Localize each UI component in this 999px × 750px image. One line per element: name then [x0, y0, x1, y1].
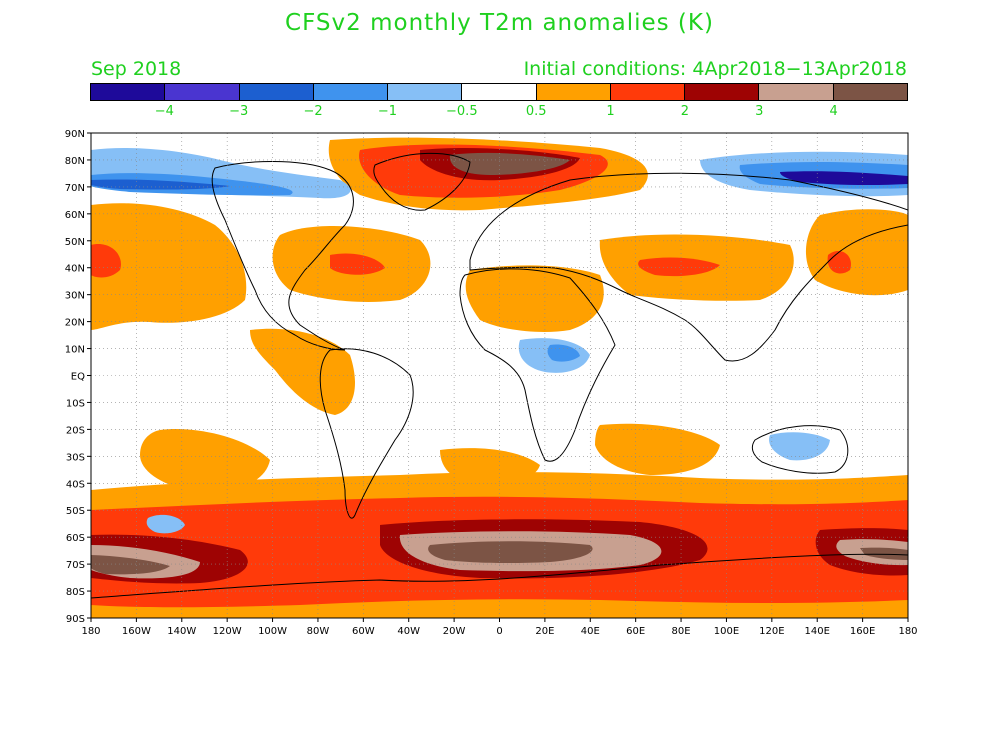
anomaly-region-npacific-red — [91, 244, 121, 278]
color-scale-label: −0.5 — [446, 104, 478, 119]
color-scale-segment — [462, 84, 537, 100]
coast-eurasia — [469, 172, 908, 362]
coast-africa — [459, 268, 616, 462]
color-scale-label: 1 — [606, 104, 615, 119]
lon-label: 100E — [714, 626, 739, 637]
forecast-period: Sep 2018 — [91, 58, 182, 80]
lon-label: 100W — [258, 626, 287, 637]
lat-label: 20N — [65, 318, 85, 329]
lon-label: 180 — [81, 626, 100, 637]
lat-label: 70N — [65, 183, 85, 194]
color-scale-segment — [239, 84, 314, 100]
lat-label: 40N — [65, 264, 85, 275]
lat-label: 60N — [65, 210, 85, 221]
lon-label: 20W — [443, 626, 466, 637]
color-scale-segment — [759, 84, 834, 100]
color-scale-segment — [833, 84, 907, 100]
lon-label: 60E — [626, 626, 645, 637]
lat-label: 60S — [66, 533, 85, 544]
color-scale-segment — [536, 84, 611, 100]
lat-label: EQ — [71, 372, 85, 383]
coast-south-america — [319, 348, 414, 519]
lon-label: 120W — [213, 626, 242, 637]
anomaly-region-sindian-warm — [595, 423, 720, 475]
map-gridlines — [91, 133, 908, 618]
anomaly-region-spacific-warm — [140, 429, 270, 492]
color-scale-segment — [91, 84, 166, 100]
anomaly-region-europe-warm — [465, 265, 604, 332]
color-scale-label: 4 — [829, 104, 838, 119]
anomaly-region-tropics-america — [250, 328, 355, 415]
anomaly-region-spacific-cold — [146, 514, 185, 534]
lon-label: 80E — [672, 626, 691, 637]
lon-label: 40W — [397, 626, 420, 637]
anomaly-region-npacific-warm — [91, 203, 247, 330]
color-scale-segment — [685, 84, 760, 100]
color-scale-label: 3 — [755, 104, 764, 119]
lat-label: 50N — [65, 237, 85, 248]
lat-label: 30N — [65, 291, 85, 302]
color-scale-segment — [610, 84, 686, 100]
axis-ticks — [87, 132, 909, 622]
color-scale-segment — [313, 84, 389, 100]
anomaly-region-npacific-east — [805, 209, 908, 296]
coast-antarctica — [91, 553, 908, 599]
color-scale-segment — [388, 84, 463, 100]
lat-label: 40S — [66, 479, 85, 490]
lat-label: 10S — [66, 398, 85, 409]
color-scale-label: −1 — [377, 104, 398, 119]
lon-label: 120E — [759, 626, 784, 637]
color-scale-segment — [165, 84, 240, 100]
anomaly-region-arctic-brown — [449, 152, 570, 175]
anomaly-region-arctic-cold-east-deep — [780, 171, 908, 186]
color-scale-label: −3 — [229, 104, 249, 119]
lat-label: 50S — [66, 506, 85, 517]
color-scale-label: −2 — [303, 104, 323, 119]
coast-north-america — [211, 161, 354, 351]
lon-label: 140E — [805, 626, 830, 637]
lon-label: 180 — [898, 626, 917, 637]
color-scale-label: 2 — [680, 104, 690, 119]
coast-australia — [751, 425, 849, 474]
latitude-labels: 90N 80N 70N 60N 50N 40N 30N 20N 10N EQ 10S 20S 30S 40… — [65, 129, 85, 625]
map-title: CFSv2 monthly T2m anomalies (K) — [285, 10, 714, 36]
lat-label: 30S — [66, 452, 85, 463]
lon-label: 160W — [122, 626, 151, 637]
coast-greenland — [373, 152, 471, 211]
lat-label: 90N — [65, 129, 85, 140]
anomaly-region-asia-red — [638, 257, 720, 277]
lat-label: 80N — [65, 156, 85, 167]
lat-label: 10N — [65, 345, 85, 356]
coastlines — [91, 152, 908, 599]
color-scale-label: −4 — [154, 104, 174, 119]
anomaly-region-natlantic-red — [330, 253, 385, 275]
lon-label: 20E — [535, 626, 554, 637]
longitude-labels: 180 160W 140W 120W 100W 80W 60W 40W 20W 0 20E 40E 60… — [81, 626, 917, 637]
color-scale-label: 0.5 — [525, 104, 547, 119]
lon-label: 160E — [850, 626, 875, 637]
lat-label: 70S — [66, 560, 85, 571]
lat-label: 90S — [66, 614, 85, 625]
initial-conditions: Initial conditions: 4Apr2018−13Apr2018 — [523, 58, 907, 80]
lon-label: 140W — [167, 626, 196, 637]
lat-label: 80S — [66, 587, 85, 598]
lat-label: 20S — [66, 425, 85, 436]
lon-label: 40E — [581, 626, 600, 637]
lon-label: 60W — [352, 626, 375, 637]
lon-label: 0 — [496, 626, 502, 637]
color-scale-bar — [90, 83, 908, 101]
anomaly-region-australia-cold — [769, 432, 830, 461]
lon-label: 80W — [307, 626, 330, 637]
